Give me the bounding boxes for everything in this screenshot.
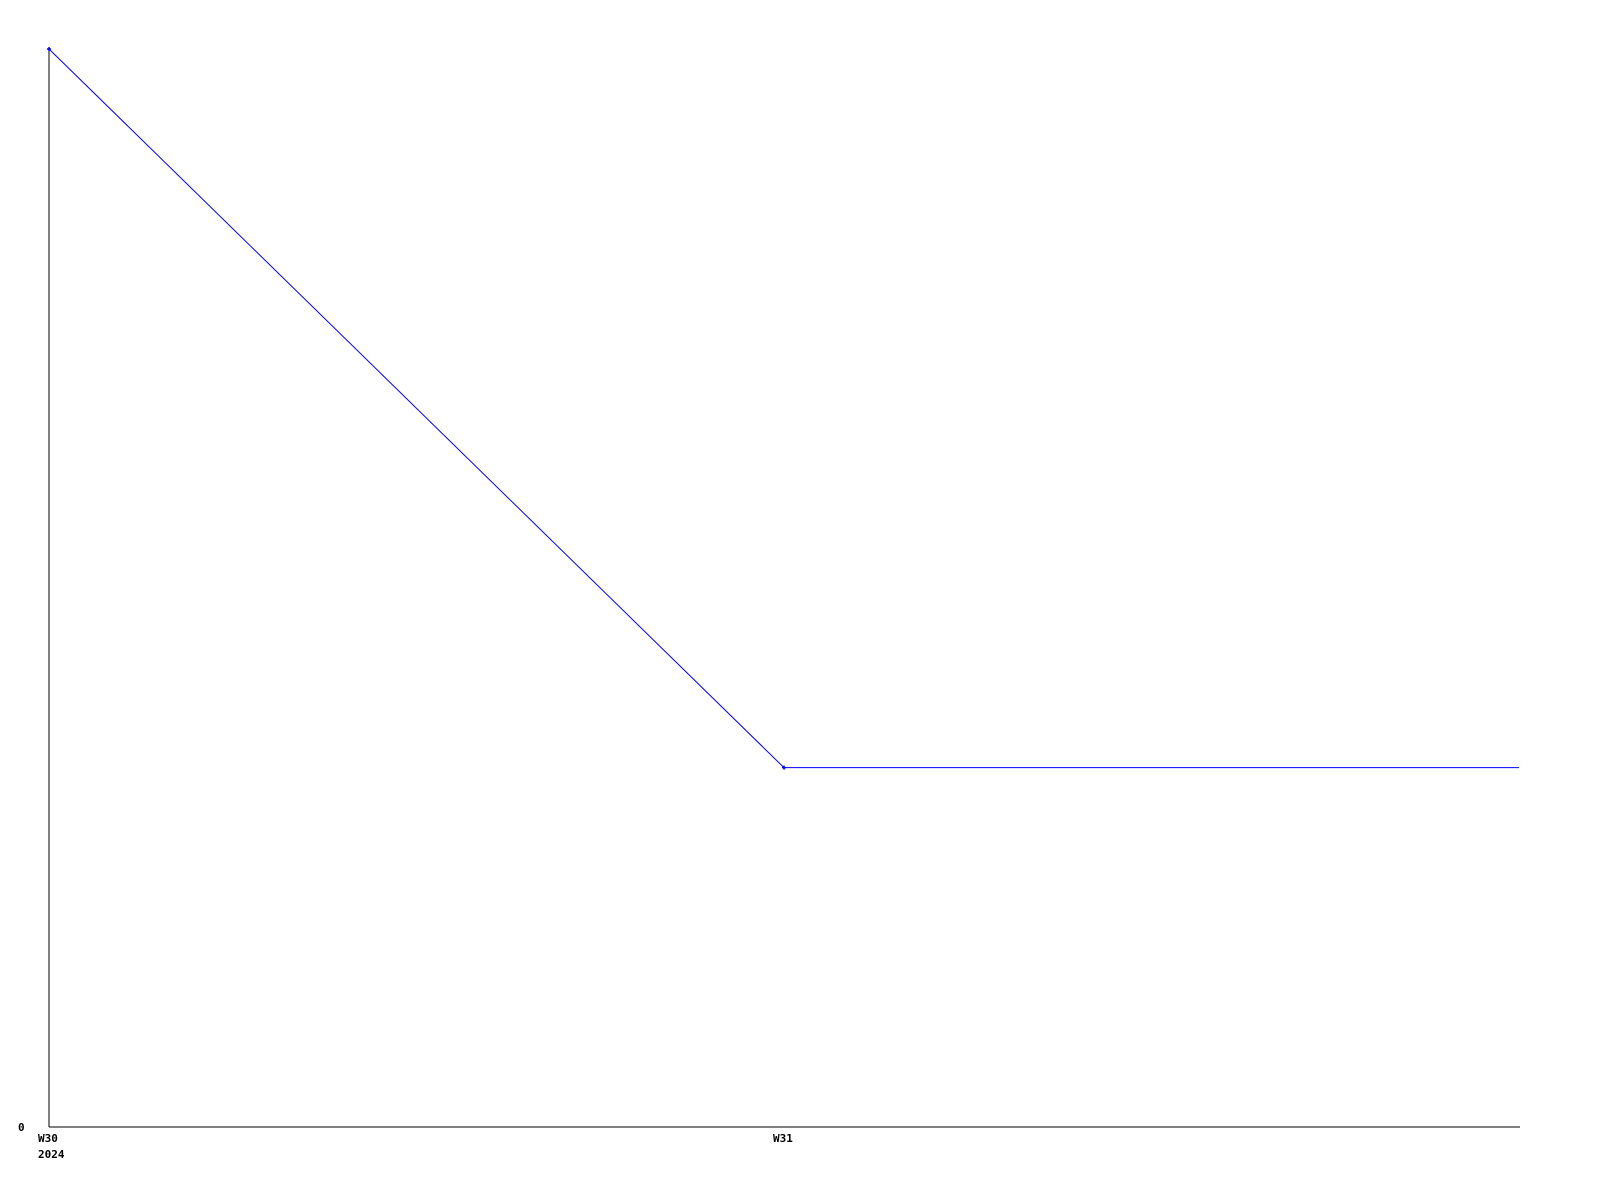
data-point-W30 bbox=[47, 47, 51, 51]
x-tick-label-w30: W30 bbox=[38, 1132, 58, 1145]
x-sub-label-year: 2024 bbox=[38, 1148, 65, 1161]
x-tick-label-w31: W31 bbox=[773, 1132, 793, 1145]
data-point-W31 bbox=[782, 765, 786, 770]
y-tick-label-0: 0 bbox=[18, 1121, 25, 1134]
series-line-0 bbox=[48, 48, 1519, 769]
